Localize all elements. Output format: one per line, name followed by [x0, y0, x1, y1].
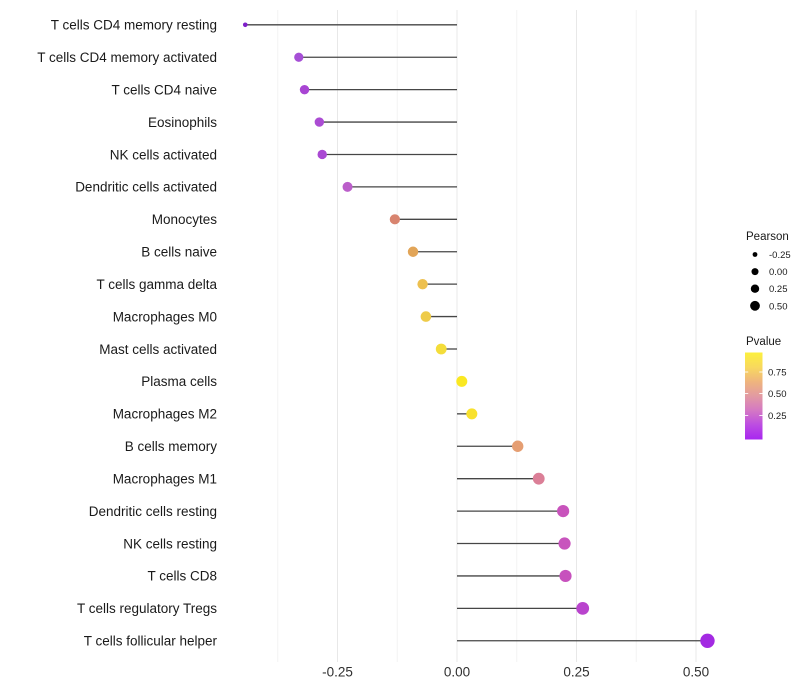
y-axis-label: Mast cells activated [99, 342, 217, 357]
pvalue-legend-title: Pvalue [746, 336, 781, 348]
lollipop-dot [407, 246, 419, 257]
pvalue-legend-label: 0.75 [768, 368, 787, 379]
pearson-legend-label: -0.25 [769, 250, 791, 261]
y-axis-label: T cells CD4 memory activated [37, 50, 217, 65]
y-axis-label: T cells CD8 [147, 569, 217, 584]
pvalue-gradient-bar [745, 352, 763, 440]
lollipop-dot [317, 149, 327, 160]
y-axis-label: B cells memory [125, 439, 218, 454]
pearson-legend-dot [751, 268, 759, 276]
x-axis-tick-label: 0.00 [444, 665, 470, 680]
pearson-legend-label: 0.00 [769, 267, 788, 278]
lollipop-dot [700, 633, 715, 648]
lollipop-dot [417, 278, 428, 290]
lollipop-dot [242, 22, 248, 28]
x-axis-tick-label: -0.25 [322, 665, 353, 680]
lollipop-dot [389, 214, 400, 225]
x-axis-tick-label: 0.50 [683, 665, 709, 680]
x-axis-tick-label: 0.25 [563, 665, 589, 680]
lollipop-dot [558, 537, 571, 550]
y-axis-label: NK cells activated [110, 147, 217, 162]
pearson-legend-dot [750, 300, 760, 311]
y-axis-label: Macrophages M0 [113, 309, 217, 324]
y-axis-label: Monocytes [152, 212, 218, 227]
y-axis-label: Eosinophils [148, 115, 217, 130]
pearson-legend-label: 0.50 [769, 301, 788, 312]
y-axis-label: Macrophages M2 [113, 407, 217, 422]
lollipop-dot [512, 440, 524, 452]
lollipop-dot [559, 569, 572, 583]
y-axis-label: T cells follicular helper [84, 634, 218, 649]
pvalue-legend-label: 0.25 [768, 411, 787, 422]
y-axis-label: T cells CD4 memory resting [51, 18, 217, 33]
lollipop-dot [342, 181, 353, 192]
pvalue-legend-label: 0.50 [768, 389, 787, 400]
lollipop-dot [299, 84, 310, 95]
lollipop-dot [576, 601, 590, 615]
y-axis-label: Macrophages M1 [113, 471, 217, 486]
lollipop-dot [466, 408, 478, 420]
y-axis-label: NK cells resting [123, 536, 217, 551]
y-axis-label: T cells CD4 naive [111, 82, 217, 97]
pearson-legend-title: Pearson [746, 231, 789, 243]
lollipop-dot [294, 52, 304, 62]
y-axis-label: Dendritic cells activated [75, 180, 217, 195]
pearson-legend-dot [750, 284, 760, 293]
y-axis-label: B cells naive [141, 245, 217, 260]
y-axis-label: Dendritic cells resting [89, 504, 217, 519]
lollipop-dot [420, 311, 432, 322]
pearson-legend-dot [752, 252, 758, 257]
y-axis-label: T cells regulatory Tregs [77, 601, 217, 616]
y-axis-label: Plasma cells [141, 374, 217, 389]
pearson-legend-label: 0.25 [769, 284, 788, 295]
lollipop-dot [532, 472, 545, 485]
lollipop-dot [557, 505, 570, 518]
lollipop-dot [435, 343, 447, 355]
lollipop-dot [314, 117, 325, 127]
lollipop-dot [456, 375, 468, 387]
y-axis-label: T cells gamma delta [96, 277, 217, 292]
